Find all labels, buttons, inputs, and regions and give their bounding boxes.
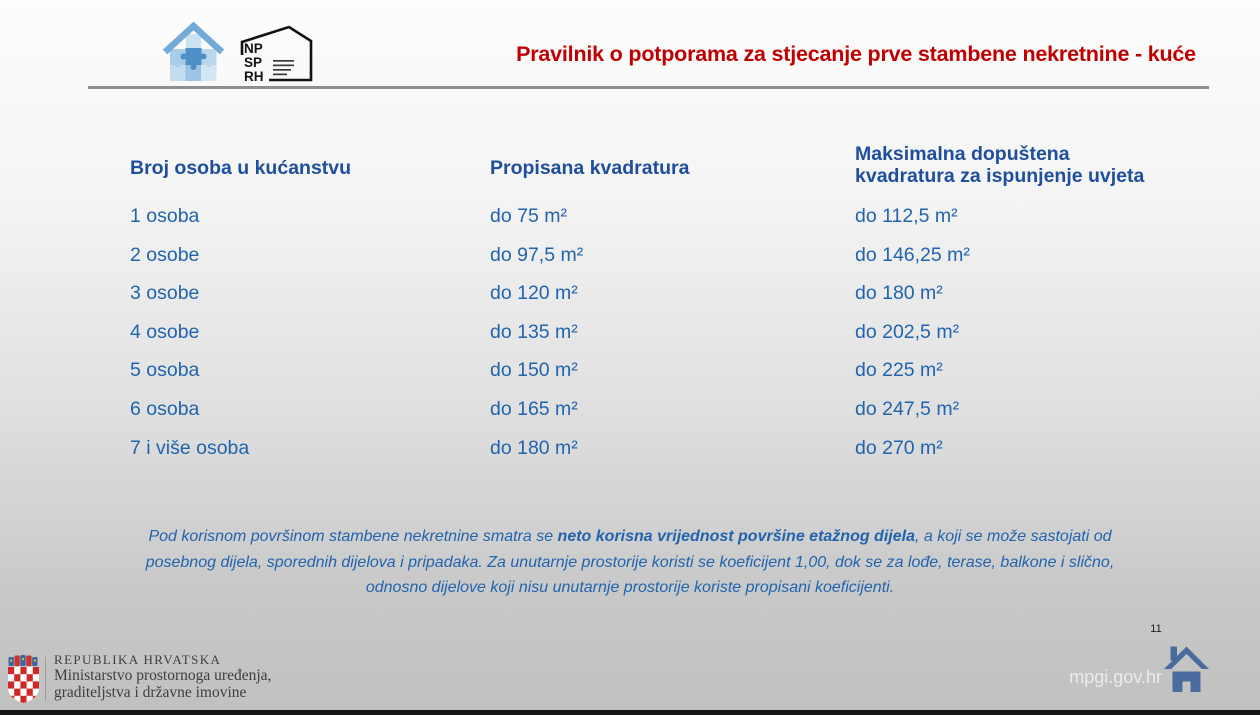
table-cell: do 150 m²	[490, 359, 578, 382]
table-cell: 7 i više osoba	[130, 436, 250, 459]
column-header-persons: Broj osoba u kućanstvu	[130, 157, 352, 179]
page-title: Pravilnik o potporama za stjecanje prve …	[516, 42, 1196, 66]
website-label: mpgi.gov.hr	[1069, 667, 1162, 687]
table-cell: 4 osobe	[130, 320, 200, 343]
table-cell: do 225 m²	[855, 359, 943, 382]
table-cell: do 165 m²	[490, 397, 578, 420]
table-row: 4 osobe do 135 m² do 202,5 m²	[130, 313, 1190, 352]
house-icon	[1163, 643, 1210, 697]
column-header-area: Propisana kvadratura	[490, 157, 690, 179]
logo-text-rh: RH	[244, 69, 264, 84]
page-number: 11	[1150, 623, 1162, 635]
table-cell: 6 osoba	[130, 397, 200, 420]
croatia-coat-of-arms-icon	[8, 655, 39, 708]
table-cell: do 180 m²	[855, 282, 943, 305]
note-line: odnosno dijelove koji nisu unutarnje pro…	[365, 579, 895, 596]
column-header-max-area: Maksimalna dopuštena kvadratura za ispun…	[855, 143, 1145, 187]
table-row: 3 osobe do 120 m² do 180 m²	[130, 274, 1190, 313]
note-paragraph: Pod korisnom površinom stambene nekretni…	[110, 524, 1150, 601]
table-header-row: Broj osoba u kućanstvu Propisana kvadrat…	[130, 141, 1190, 187]
table-cell: do 247,5 m²	[855, 397, 960, 420]
note-line: Pod korisnom površinom stambene nekretni…	[148, 528, 1112, 545]
table-row: 6 osoba do 165 m² do 247,5 m²	[130, 390, 1190, 429]
logo-text-np: NP	[244, 41, 263, 56]
table: Broj osoba u kućanstvu Propisana kvadrat…	[130, 141, 1190, 467]
header-divider	[88, 86, 1209, 89]
table-cell: do 112,5 m²	[855, 205, 958, 227]
table-row: 1 osoba do 75 m² do 112,5 m²	[130, 197, 1190, 236]
table-cell: do 146,25 m²	[855, 243, 970, 266]
table-cell: 1 osoba	[130, 205, 200, 227]
table-cell: do 270 m²	[855, 436, 943, 459]
footer-divider	[45, 657, 46, 701]
table-cell: 5 osoba	[130, 359, 200, 382]
table-row: 7 i više osoba do 180 m² do 270 m²	[130, 429, 1190, 468]
table-rows: 1 osoba do 75 m² do 112,5 m² 2 osobe do 97,5…	[130, 197, 1190, 467]
bottom-bar	[0, 710, 1260, 715]
table-cell: do 75 m²	[490, 205, 567, 227]
ministry-name-line2: graditeljstva i državne imovine	[54, 683, 247, 701]
table-row: 2 osobe do 97,5 m² do 146,25 m²	[130, 236, 1190, 275]
table-cell: 2 osobe	[130, 243, 200, 266]
npsprh-logo-icon: NP SP RH	[239, 22, 317, 89]
country-name: REPUBLIKA HRVATSKA	[54, 652, 222, 667]
table-cell: do 202,5 m²	[855, 320, 960, 343]
puzzle-house-logo-icon	[162, 19, 225, 91]
ministry-block: REPUBLIKA HRVATSKA Ministarstvo prostorn…	[54, 651, 271, 701]
table-cell: do 97,5 m²	[490, 243, 584, 266]
logo-fine-print	[273, 60, 294, 76]
table-cell: do 180 m²	[490, 436, 578, 459]
note-line: posebnog dijela, sporednih dijelova i pr…	[145, 553, 1115, 571]
ministry-name-line1: Ministarstvo prostornoga uređenja,	[54, 667, 272, 684]
table-row: 5 osoba do 150 m² do 225 m²	[130, 351, 1190, 390]
table-cell: 3 osobe	[130, 282, 200, 305]
table-cell: do 120 m²	[490, 282, 578, 305]
table-cell: do 135 m²	[490, 320, 578, 343]
logo-text-sp: SP	[244, 55, 262, 70]
